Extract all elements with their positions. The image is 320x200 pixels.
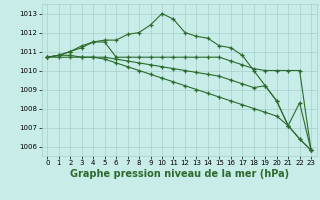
X-axis label: Graphe pression niveau de la mer (hPa): Graphe pression niveau de la mer (hPa) bbox=[70, 169, 289, 179]
